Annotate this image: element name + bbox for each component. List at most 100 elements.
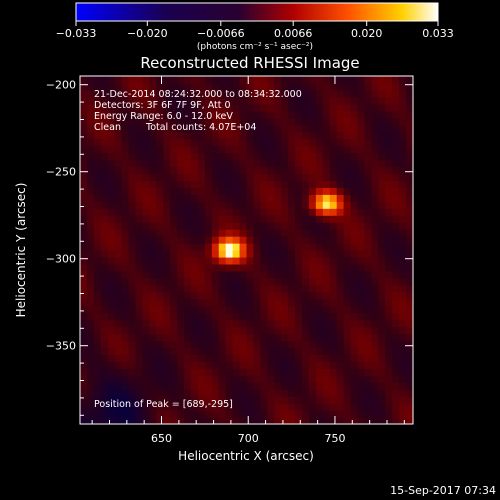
heatmap-cell (86, 340, 95, 349)
heatmap-cell (288, 417, 296, 424)
heatmap-cell (100, 215, 109, 223)
heatmap-cell (218, 256, 227, 265)
heatmap-cell (246, 76, 255, 84)
heatmap-cell (211, 368, 220, 376)
heatmap-cell (121, 159, 130, 168)
heatmap-cell (149, 173, 157, 181)
heatmap-cell (107, 326, 116, 335)
heatmap-cell (163, 103, 171, 112)
heatmap-cell (392, 347, 400, 355)
heatmap-cell (350, 243, 359, 251)
heatmap-cell (260, 403, 268, 411)
heatmap-cell (329, 229, 338, 237)
heatmap-cell (135, 263, 144, 272)
heatmap-cell (385, 110, 393, 119)
heatmap-cell (399, 326, 407, 335)
heatmap-cell (378, 410, 386, 418)
heatmap-cell (392, 250, 400, 258)
heatmap-cell (281, 375, 289, 383)
heatmap-cell (308, 82, 317, 91)
heatmap-cell (343, 403, 352, 411)
heatmap-cell (204, 312, 213, 321)
heatmap-cell (399, 117, 407, 126)
heatmap-cell (350, 194, 359, 202)
heatmap-cell (378, 110, 386, 119)
heatmap-cell (246, 375, 255, 383)
heatmap-cell (156, 333, 164, 342)
heatmap-cell (93, 103, 102, 112)
heatmap-cell (267, 124, 275, 133)
heatmap-cell (114, 361, 123, 369)
heatmap-cell (93, 382, 102, 390)
heatmap-cell (211, 298, 220, 307)
heatmap-cell (371, 326, 379, 335)
heatmap-cell (128, 382, 137, 390)
heatmap-cell (336, 368, 345, 376)
heatmap-cell (302, 298, 310, 307)
heatmap-cell (392, 340, 400, 349)
heatmap-cell (357, 117, 366, 126)
heatmap-cell (135, 166, 144, 175)
heatmap-cell (128, 250, 137, 258)
heatmap-cell (177, 236, 185, 244)
heatmap-cell (177, 340, 185, 349)
heatmap-cell (378, 138, 386, 147)
heatmap-cell (86, 243, 95, 251)
heatmap-cell (163, 201, 171, 209)
heatmap-cell (357, 110, 366, 119)
heatmap-cell (225, 326, 234, 335)
heatmap-cell (295, 243, 303, 251)
heatmap-cell (406, 305, 413, 314)
heatmap-cell (308, 417, 317, 424)
heatmap-cell (121, 375, 130, 383)
heatmap-cell (156, 180, 164, 188)
heatmap-cell (211, 326, 220, 335)
heatmap-cell (177, 76, 185, 84)
heatmap-cell (100, 284, 109, 293)
heatmap-cell (121, 284, 130, 293)
heatmap-cell (135, 173, 144, 181)
heatmap-cell (399, 96, 407, 105)
heatmap-cell (329, 201, 338, 209)
x-axis: 650 700 750 (91, 76, 405, 445)
heatmap-cell (107, 319, 116, 328)
heatmap-cell (302, 291, 310, 300)
heatmap-cell (197, 229, 206, 237)
heatmap-cell (281, 124, 289, 133)
heatmap-cell (281, 166, 289, 175)
heatmap-cell (170, 354, 178, 362)
heatmap-cell (281, 215, 289, 223)
heatmap-cell (322, 131, 331, 140)
heatmap-cell (267, 236, 275, 244)
heatmap-cell (191, 180, 199, 188)
heatmap-cell (253, 284, 261, 293)
heatmap-cell (308, 173, 317, 181)
heatmap-cell (156, 152, 164, 161)
heatmap-cell (156, 243, 164, 251)
heatmap-cell (80, 152, 88, 161)
heatmap-cell (156, 291, 164, 300)
heatmap-cell (128, 117, 137, 126)
heatmap-cell (128, 173, 137, 181)
heatmap-cell (86, 312, 95, 321)
heatmap-cell (86, 389, 95, 397)
heatmap-cell (184, 201, 192, 209)
heatmap-cell (288, 256, 296, 265)
heatmap-cell (156, 256, 164, 265)
heatmap-cell (204, 417, 213, 424)
heatmap-cell (392, 145, 400, 154)
heatmap-cell (114, 312, 123, 321)
heatmap-cell (385, 368, 393, 376)
heatmap-cell (343, 180, 352, 188)
heatmap-cell (281, 152, 289, 161)
heatmap-cell (93, 117, 102, 126)
heatmap-cell (350, 187, 359, 195)
heatmap-cell (135, 396, 144, 404)
heatmap-cell (211, 166, 220, 175)
heatmap-cell (295, 354, 303, 362)
heatmap-cell (246, 243, 255, 251)
heatmap-cell (308, 375, 317, 383)
heatmap-cell (392, 277, 400, 286)
heatmap-cell (329, 347, 338, 355)
heatmap-cell (177, 347, 185, 355)
